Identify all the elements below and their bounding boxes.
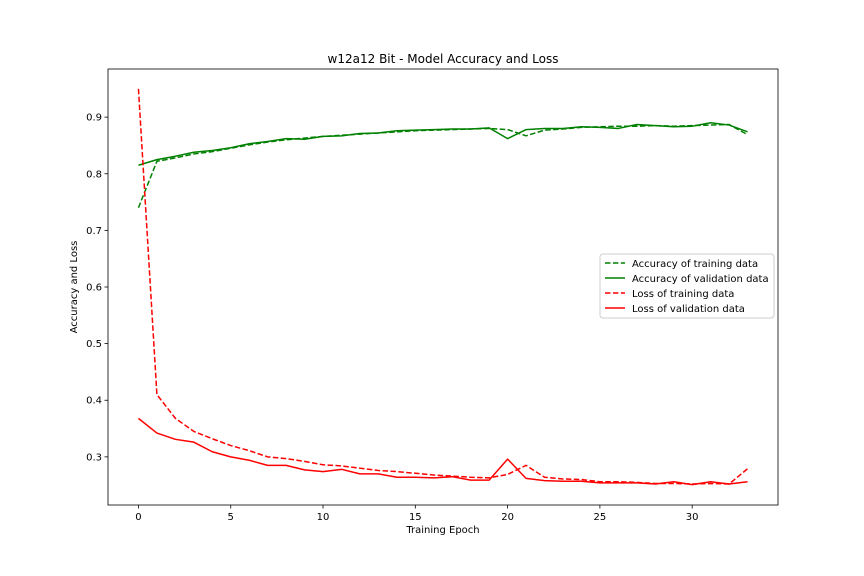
- series-validation-loss-line: [137, 417, 748, 486]
- y-tick-label: 0.4: [86, 396, 102, 407]
- y-tick-label: 0.7: [86, 226, 102, 237]
- x-tick-label: 0: [135, 512, 141, 523]
- y-tick-label: 0.5: [86, 339, 102, 350]
- series-layer: [137, 88, 749, 486]
- x-axis-label: Training Epoch: [405, 525, 479, 536]
- x-tick-label: 20: [501, 512, 514, 523]
- x-tick-label: 25: [594, 512, 607, 523]
- x-tick-label: 30: [686, 512, 699, 523]
- chart-title: w12a12 Bit - Model Accuracy and Loss: [328, 52, 559, 66]
- tick-layer: 0 5 10 15 20 25 30 0.3 0.4 0.5 0.6 0.7 0.8 0.9: [86, 113, 698, 523]
- legend-label-training-loss: Loss of training data: [632, 289, 734, 300]
- x-tick-label: 5: [228, 512, 234, 523]
- legend-label-validation-accuracy: Accuracy of validation data: [632, 274, 769, 285]
- y-tick-label: 0.3: [86, 452, 102, 463]
- y-tick-label: 0.9: [86, 113, 102, 124]
- x-tick-label: 10: [317, 512, 330, 523]
- y-tick-label: 0.6: [86, 283, 102, 294]
- series-validation-accuracy-line: [138, 122, 748, 166]
- legend-box: [599, 253, 775, 319]
- axes-frame: [107, 68, 779, 506]
- x-tick-label: 15: [409, 512, 422, 523]
- series-training-accuracy-line: [137, 123, 748, 209]
- y-tick-label: 0.8: [86, 169, 102, 180]
- legend-label-training-accuracy: Accuracy of training data: [632, 259, 758, 270]
- legend: Accuracy of training data Accuracy of va…: [599, 253, 775, 319]
- y-axis-label: Accuracy and Loss: [69, 241, 80, 334]
- legend-label-validation-loss: Loss of validation data: [632, 304, 745, 315]
